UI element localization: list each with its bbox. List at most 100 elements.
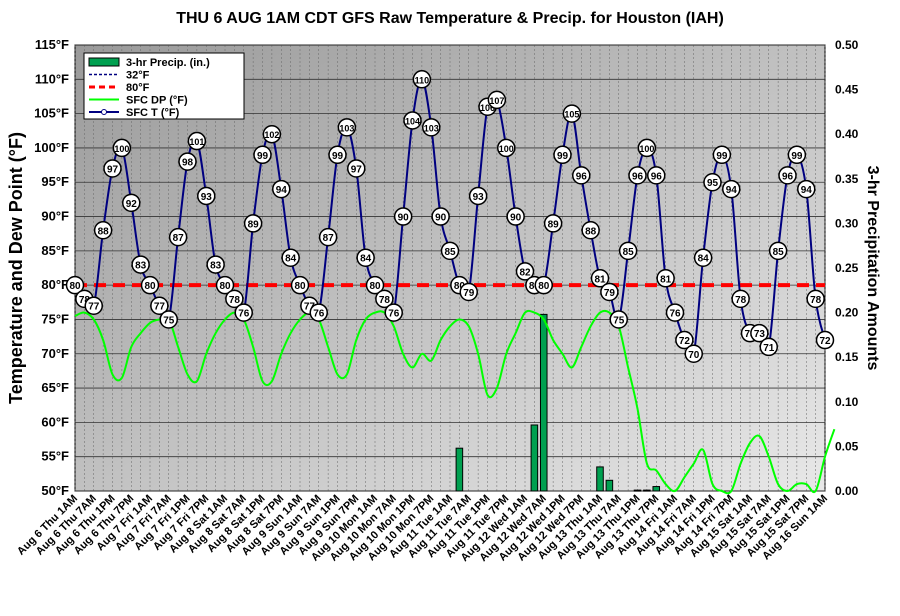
legend-label: SFC T (°F) [126,107,180,119]
temperature-point [431,207,450,226]
temperature-label: 76 [238,309,250,320]
y-tick-label: 100°F [34,140,69,155]
temperature-point [647,166,666,185]
temperature-point [581,221,600,240]
temperature-label: 87 [173,233,185,244]
temperature-label: 110 [415,75,430,85]
temperature-point [468,186,488,206]
temperature-point [684,344,703,364]
temperature-label: 99 [557,151,569,162]
temperature-label: 72 [679,336,691,347]
temperature-point [375,289,394,309]
temperature-label: 99 [716,151,728,162]
temperature-label: 83 [135,261,147,272]
temperature-point [506,207,525,226]
temperature-label: 80 [538,281,550,292]
y-tick-label: 65°F [41,380,69,395]
temperature-label: 85 [444,247,456,258]
temperature-point [328,145,347,165]
temperature-point [628,166,647,185]
temperature-label: 93 [473,192,485,203]
y-tick-label: 105°F [34,106,69,121]
temperature-label: 79 [463,288,475,299]
temperature-label: 92 [126,199,138,210]
temperature-point [347,159,366,178]
temperature-label: 76 [669,309,681,320]
temperature-point [159,310,178,329]
temperature-point [253,145,272,165]
temperature-point [412,70,432,89]
legend-label: 32°F [126,70,150,82]
temperature-label: 88 [585,226,597,237]
y2-tick-label: 0.25 [835,261,859,275]
temperature-point [609,310,628,329]
temperature-point [403,111,422,130]
temperature-point [262,124,282,144]
temperature-point [543,214,563,233]
temperature-label: 78 [379,295,391,306]
temperature-point [272,179,291,199]
temperature-point [600,282,619,302]
temperature-point [778,166,797,185]
temperature-point [393,207,413,226]
temperature-point [675,330,694,350]
legend-label: SFC DP (°F) [126,95,188,107]
temperature-label: 88 [98,226,110,237]
y2-tick-label: 0.10 [835,395,859,409]
precip-bar [643,489,651,492]
temperature-label: 97 [107,165,119,176]
temperature-point [562,104,582,123]
temperature-point [337,118,357,137]
temperature-label: 73 [754,329,766,340]
temperature-label: 84 [698,254,710,265]
precip-bar [596,466,604,492]
temperature-point [487,90,507,110]
temperature-label: 85 [623,247,635,258]
legend-swatch-precip [88,57,120,67]
temperature-point [703,172,722,192]
temperature-point [234,303,253,322]
temperature-label: 82 [519,267,531,278]
temperature-point [665,303,685,322]
temperature-point [122,193,141,213]
temperature-label: 70 [688,350,700,361]
y-tick-label: 70°F [41,346,69,361]
temperature-point [797,179,816,199]
temperature-point [459,282,478,302]
temperature-label: 90 [435,213,447,224]
temperature-label: 77 [88,302,100,313]
temperature-point [384,303,403,322]
y2-tick-label: 0.35 [835,172,859,186]
temperature-label: 103 [339,123,354,133]
temperature-point [281,248,300,267]
temperature-label: 96 [782,171,794,182]
temperature-label: 104 [405,116,420,126]
temperature-label: 81 [594,274,606,285]
temperature-label: 103 [424,123,439,133]
temperature-label: 78 [229,295,241,306]
temperature-label: 79 [604,288,616,299]
temperature-label: 80 [369,281,381,292]
temperature-label: 80 [454,281,466,292]
y2-tick-label: 0.15 [835,350,859,364]
temperature-label: 75 [163,315,175,326]
y-tick-label: 110°F [35,71,69,86]
temperature-label: 90 [398,213,410,224]
y-tick-label: 55°F [41,449,69,464]
temperature-point [750,323,769,343]
temperature-label: 96 [632,171,644,182]
temperature-point [693,248,713,267]
temperature-label: 100 [499,144,514,154]
y2-tick-label: 0.45 [835,83,859,97]
y-tick-label: 50°F [41,483,69,498]
y-axis-title: Temperature and Dew Point (°F) [6,132,26,404]
temperature-label: 90 [510,213,522,224]
temperature-point [168,227,188,247]
temperature-point [84,296,103,315]
temperature-label: 71 [763,343,775,354]
y-tick-label: 60°F [41,414,69,429]
temperature-point [93,221,113,240]
temperature-label: 97 [351,165,363,176]
temperature-point [422,118,441,137]
